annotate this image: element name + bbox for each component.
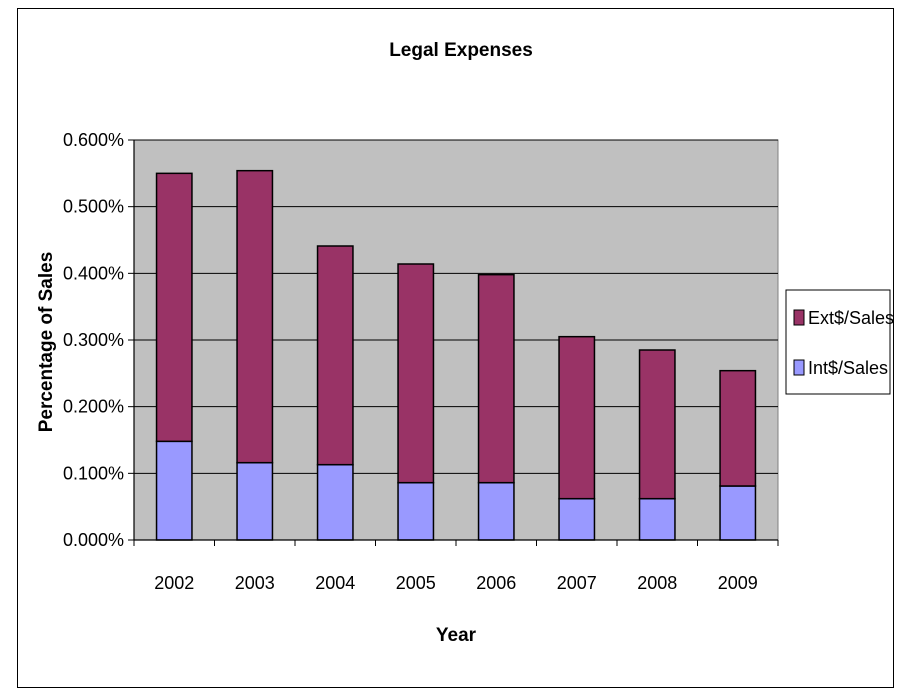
bar-segment	[638, 349, 676, 500]
bar-segment	[397, 263, 435, 484]
bar-segment	[155, 172, 193, 443]
bar-segment	[397, 481, 435, 541]
bar-segment	[719, 485, 757, 541]
x-tick-label: 2002	[154, 573, 194, 593]
bar-segment	[236, 169, 274, 464]
x-tick-label: 2003	[235, 573, 275, 593]
plot-area: 0.000% 0.100% 0.200% 0.300% 0.400% 0.500% 0.60…	[63, 130, 779, 593]
chart-title: Legal Expenses	[389, 40, 533, 61]
legend: Ext$/Sales Int$/Sales	[785, 289, 894, 395]
y-tick-label: 0.100%	[63, 463, 124, 483]
x-tick-label: 2006	[476, 573, 516, 593]
legend-box	[785, 289, 891, 395]
y-axis-label: Percentage of Sales	[36, 252, 57, 433]
y-tick-label: 0.400%	[63, 263, 124, 283]
y-tick-label: 0.300%	[63, 330, 124, 350]
legend-label: Int$/Sales	[808, 358, 888, 378]
bar-segment	[477, 481, 515, 541]
bar-segment	[155, 440, 193, 541]
x-tick-label: 2004	[315, 573, 355, 593]
y-tick-label: 0.200%	[63, 397, 124, 417]
x-tick-label: 2009	[718, 573, 758, 593]
x-tick-label: 2007	[557, 573, 597, 593]
bar-segment	[558, 335, 596, 500]
legend-swatch	[793, 359, 805, 376]
x-axis-label: Year	[436, 625, 477, 646]
bar-segment	[558, 497, 596, 541]
y-tick-label: 0.600%	[63, 130, 124, 150]
bar-segment	[316, 463, 354, 541]
y-tick-label: 0.000%	[63, 530, 124, 550]
legend-label: Ext$/Sales	[808, 308, 894, 328]
y-tick-label: 0.500%	[63, 197, 124, 217]
bar-segment	[719, 369, 757, 487]
bar-segment	[638, 497, 676, 541]
bar-segment	[316, 245, 354, 466]
x-tick-label: 2005	[396, 573, 436, 593]
bar-segment	[477, 273, 515, 484]
x-tick-label: 2008	[637, 573, 677, 593]
bar-segment	[236, 461, 274, 541]
legend-swatch	[793, 309, 805, 326]
